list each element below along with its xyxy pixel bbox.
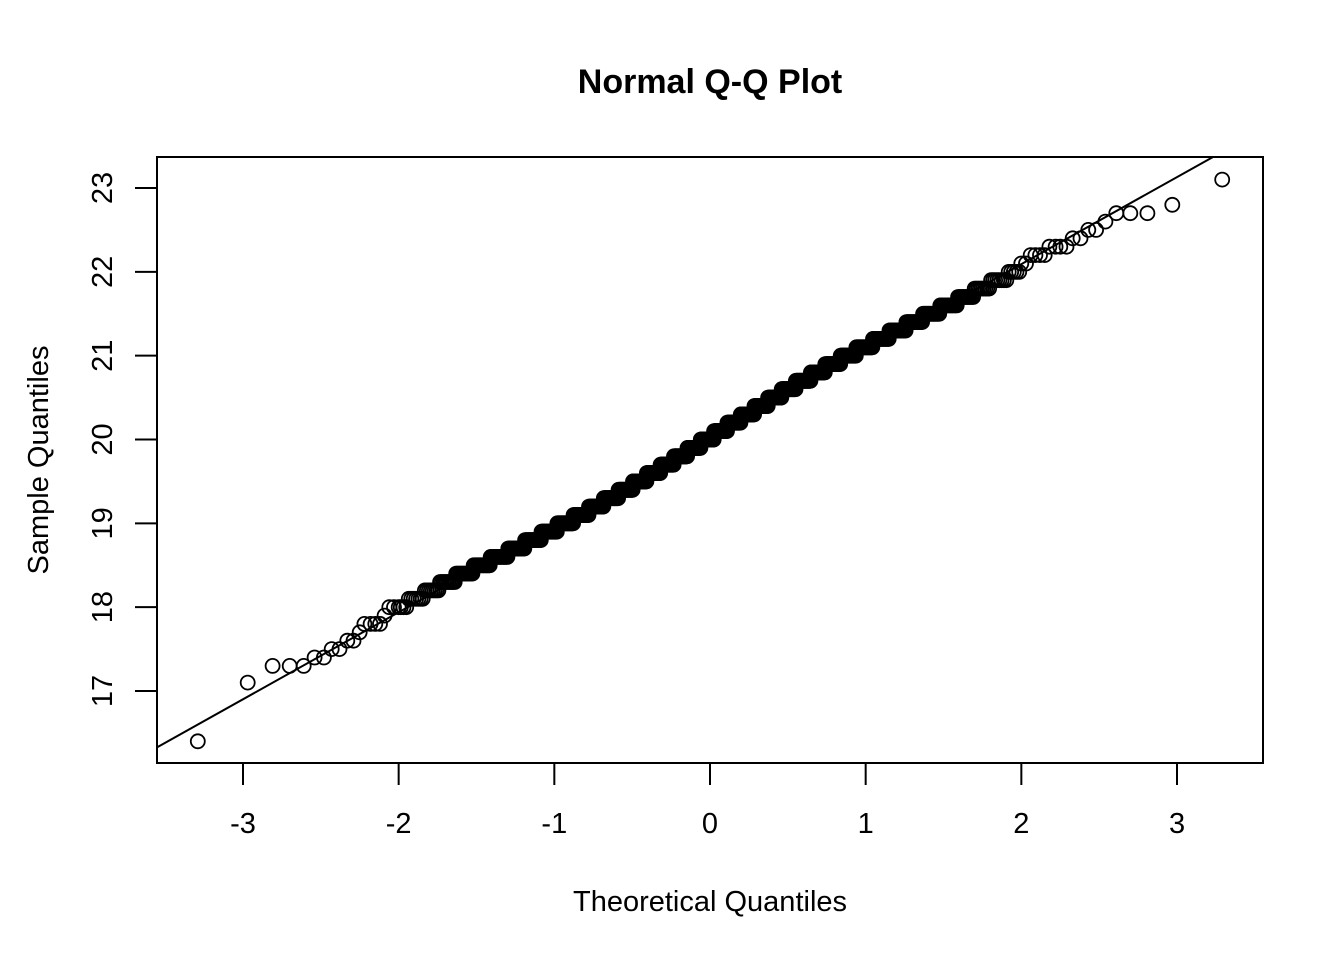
data-point [189,733,206,750]
y-tick-label: 22 [87,256,119,288]
data-point [1027,247,1044,264]
data-point [367,616,384,632]
data-point [1214,171,1231,188]
y-tick-label: 23 [87,172,119,204]
data-point [1164,196,1181,213]
y-tick-label: 18 [87,591,119,623]
data-point [1032,247,1048,264]
data-point [295,658,312,674]
data-point [1041,238,1058,255]
data-point [351,624,368,641]
data-point [1047,238,1064,255]
chart-title: Normal Q-Q Plot [578,63,842,101]
data-point [1139,205,1156,222]
data-point [239,674,256,691]
x-tick-label: -3 [230,808,256,840]
y-tick-label: 20 [87,423,119,455]
points [189,171,1231,750]
reference-line [156,156,1214,749]
x-tick-label: 1 [858,808,874,840]
data-point [306,649,323,666]
y-axis: 17 18 19 20 21 22 23 [87,172,157,707]
x-tick-label: -1 [541,808,567,840]
x-tick-label: 0 [702,808,718,840]
y-tick-label: 21 [87,340,119,372]
y-axis-label: Sample Quantiles [23,346,55,575]
x-tick-label: 2 [1013,808,1029,840]
y-tick-label: 17 [87,675,119,707]
plot-frame [156,156,1264,764]
data-point [323,641,340,657]
data-point [372,616,388,632]
x-tick-label: 3 [1169,808,1185,840]
data-point [1122,205,1139,222]
data-point [1108,205,1125,222]
y-tick-label: 19 [87,507,119,539]
x-axis: -3 -2 -1 0 1 2 3 [230,763,1185,840]
x-axis-label: Theoretical Quantiles [573,886,847,918]
x-tick-label: -2 [386,808,412,840]
data-point [339,632,356,649]
data-point [264,658,281,674]
